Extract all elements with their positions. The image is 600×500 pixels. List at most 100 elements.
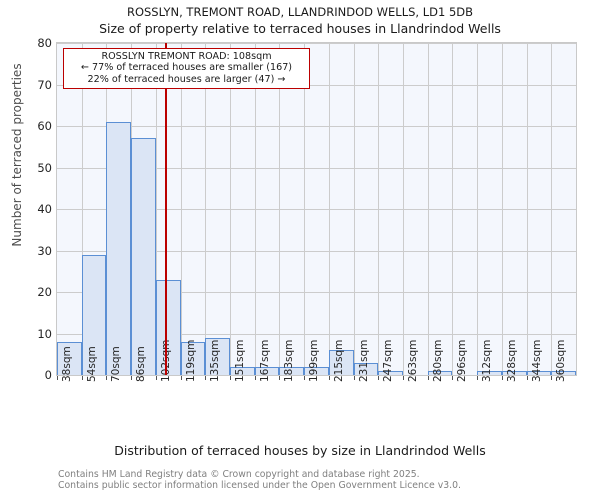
gridline-vertical <box>254 43 256 375</box>
gridline-vertical <box>81 43 83 375</box>
gridline-vertical <box>328 43 330 375</box>
gridline-vertical <box>551 43 553 375</box>
gridline-vertical <box>353 43 355 375</box>
x-tick-label: 247sqm <box>382 339 395 382</box>
x-tick-mark <box>551 376 553 380</box>
gridline-horizontal <box>57 292 576 293</box>
annotation-larger-label: 22% of terraced houses are larger (47) → <box>87 73 286 85</box>
y-tick-label: 10 <box>37 326 52 341</box>
y-tick-label: 0 <box>44 368 52 382</box>
x-tick-label: 38sqm <box>61 346 73 382</box>
x-tick-mark <box>180 376 182 380</box>
x-tick-mark <box>254 376 256 380</box>
x-tick-label: 360sqm <box>555 339 568 382</box>
x-tick-label: 119sqm <box>184 339 197 382</box>
footer-line-2: Contains public sector information licen… <box>58 479 461 491</box>
x-tick-mark <box>452 376 454 380</box>
x-axis-label: Distribution of terraced houses by size … <box>114 443 486 458</box>
x-tick-mark <box>526 376 528 380</box>
gridline-horizontal <box>57 250 576 252</box>
y-tick-label: 60 <box>37 119 52 133</box>
histogram-bar <box>230 366 255 375</box>
x-tick-mark <box>230 376 231 380</box>
chart-title-block: ROSSLYN, TREMONT ROAD, LLANDRINDOD WELLS… <box>0 4 600 37</box>
x-tick-mark <box>81 376 83 380</box>
gridline-vertical <box>304 43 306 375</box>
histogram-bar <box>477 370 502 375</box>
gridline-horizontal <box>57 167 576 169</box>
gridline-vertical <box>477 43 479 375</box>
x-tick-mark <box>279 376 281 380</box>
page-title: ROSSLYN, TREMONT ROAD, LLANDRINDOD WELLS… <box>126 5 474 19</box>
x-tick-label: 280sqm <box>431 339 444 382</box>
histogram-bar <box>155 279 181 375</box>
gridline-vertical <box>180 43 182 375</box>
x-tick-mark <box>477 376 479 380</box>
footer-attribution: Contains HM Land Registry data © Crown c… <box>58 469 598 491</box>
x-tick-mark <box>155 376 157 380</box>
histogram-bar <box>254 366 280 375</box>
histogram-bar <box>131 138 156 375</box>
gridline-vertical <box>403 43 404 375</box>
footer-line-1: Contains HM Land Registry data © Crown c… <box>58 469 420 480</box>
x-tick-label: 70sqm <box>110 346 123 382</box>
property-size-marker-line <box>164 43 167 375</box>
chart-subtitle: Size of property relative to terraced ho… <box>99 21 501 36</box>
y-tick-label: 20 <box>37 285 52 299</box>
gridline-vertical <box>378 43 380 375</box>
x-tick-mark <box>57 376 58 380</box>
x-tick-label: 215sqm <box>332 339 345 382</box>
plot-inner <box>57 43 576 375</box>
plot-area <box>56 42 577 376</box>
x-tick-label: 135sqm <box>209 339 222 382</box>
x-tick-mark <box>304 376 306 380</box>
histogram-bar <box>81 254 107 375</box>
gridline-horizontal <box>57 333 576 335</box>
gridline-vertical <box>279 43 281 375</box>
histogram-bar <box>304 366 329 375</box>
y-tick-label: 30 <box>37 243 52 258</box>
histogram-bar <box>427 370 453 375</box>
x-tick-label: 312sqm <box>481 339 494 382</box>
x-tick-label: 231sqm <box>357 339 370 382</box>
x-tick-label: 167sqm <box>258 339 271 382</box>
gridline-horizontal <box>57 126 576 127</box>
gridline-vertical <box>155 43 157 375</box>
histogram-bar <box>180 341 206 375</box>
gridline-vertical <box>526 43 528 375</box>
gridline-horizontal <box>57 209 576 210</box>
x-tick-mark <box>427 376 429 380</box>
x-tick-mark <box>501 376 503 380</box>
x-tick-mark <box>353 376 355 380</box>
gridline-vertical <box>452 43 454 375</box>
gridline-horizontal <box>57 84 576 86</box>
histogram-bar <box>57 341 82 375</box>
histogram-bar <box>106 121 132 375</box>
x-tick-mark <box>205 376 207 380</box>
x-tick-label: 183sqm <box>283 339 296 382</box>
x-tick-label: 54sqm <box>85 346 98 382</box>
histogram-bar <box>501 370 527 375</box>
histogram-bar <box>526 370 552 375</box>
x-tick-label: 263sqm <box>407 339 419 382</box>
histogram-bar <box>353 362 379 375</box>
histogram-bar <box>378 370 403 375</box>
y-tick-label: 80 <box>37 36 52 50</box>
y-axis-label: Number of terraced properties <box>10 63 24 247</box>
x-tick-mark <box>378 376 380 380</box>
gridline-vertical <box>427 43 429 375</box>
y-tick-label: 50 <box>37 160 52 175</box>
histogram-bar <box>551 370 576 375</box>
x-tick-label: 344sqm <box>530 339 543 382</box>
marker-annotation-box: ROSSLYN TREMONT ROAD: 108sqm ← 77% of te… <box>63 48 310 90</box>
histogram-bar <box>279 366 305 375</box>
gridline-vertical <box>205 43 207 375</box>
x-tick-label: 296sqm <box>456 339 469 382</box>
y-tick-label: 40 <box>37 202 52 216</box>
gridline-vertical <box>230 43 231 375</box>
annotation-property-label: ROSSLYN TREMONT ROAD: 108sqm <box>101 51 272 62</box>
gridline-horizontal <box>57 43 576 44</box>
histogram-bar <box>205 337 230 375</box>
x-tick-mark <box>131 376 133 380</box>
